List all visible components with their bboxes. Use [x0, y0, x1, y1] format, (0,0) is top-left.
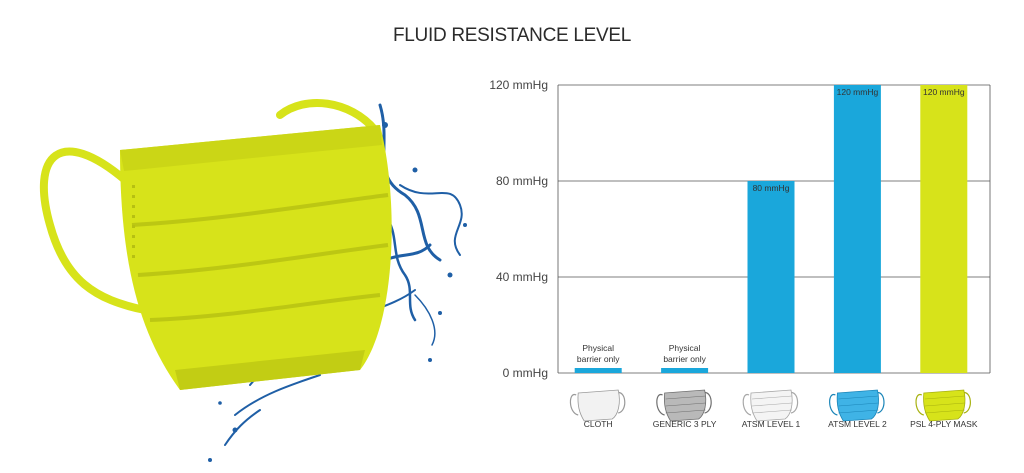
bar-psl-4-ply-mask [920, 85, 968, 373]
y-tick-label: 80 mmHg [496, 174, 548, 188]
bar-value-label: 80 mmHg [753, 183, 790, 193]
y-axis-tick-labels: 0 mmHg 40 mmHg 80 mmHg 120 mmHg [489, 80, 548, 380]
white-surgical-mask-icon [742, 389, 799, 422]
bar-generic-3-ply [661, 368, 709, 373]
category-label: GENERIC 3 PLY [653, 419, 717, 429]
chart-title: FLUID RESISTANCE LEVEL [392, 25, 631, 46]
lime-4ply-mask-icon [915, 389, 971, 422]
bar-note-label: Physical [582, 343, 614, 353]
blue-surgical-mask-icon [829, 389, 885, 422]
y-tick-label: 40 mmHg [496, 270, 548, 284]
category-icons [569, 389, 971, 422]
bars [574, 85, 968, 373]
category-label: CLOTH [584, 419, 613, 429]
bar-note-label: Physical [669, 343, 701, 353]
y-tick-label: 0 mmHg [503, 366, 548, 380]
bar-value-label: 120 mmHg [923, 87, 965, 97]
bar-atsm-level-1 [747, 181, 795, 373]
gray-3ply-mask-icon [656, 389, 712, 422]
bar-chart: 0 mmHg 40 mmHg 80 mmHg 120 mmHg 80 mmHg 120 … [489, 80, 991, 429]
category-labels: CLOTH GENERIC 3 PLY ATSM LEVEL 1 ATSM LEVEL… [584, 419, 978, 429]
category-label: ATSM LEVEL 1 [742, 419, 801, 429]
lime-mask-splash-image [39, 99, 467, 462]
bar-value-label: 120 mmHg [837, 87, 879, 97]
bar-atsm-level-2 [833, 85, 881, 373]
category-label: PSL 4-PLY MASK [910, 419, 978, 429]
bar-value-labels: 80 mmHg 120 mmHg 120 mmHg [753, 87, 965, 193]
category-label: ATSM LEVEL 2 [828, 419, 887, 429]
bar-note-label: barrier only [663, 354, 706, 364]
bar-note-label: barrier only [577, 354, 620, 364]
white-cloth-mask-icon [569, 389, 626, 422]
bar-cloth [574, 368, 622, 373]
y-tick-label: 120 mmHg [489, 80, 548, 92]
